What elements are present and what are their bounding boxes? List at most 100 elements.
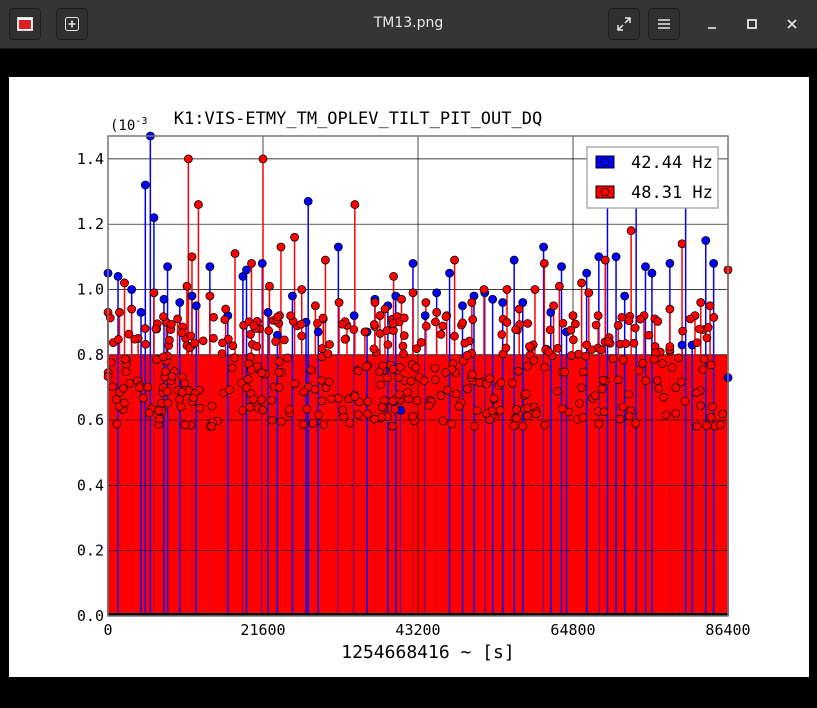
point-red-cloud (298, 419, 308, 429)
point-red-cloud (424, 401, 434, 411)
point-blue (709, 258, 719, 268)
point-red-cloud (671, 383, 681, 393)
minimize-button[interactable] (702, 14, 722, 34)
point-red-cloud (511, 325, 521, 334)
point-red-cloud (299, 387, 309, 397)
point-red (334, 298, 344, 307)
point-red-cloud (590, 391, 600, 400)
point-red-cloud (497, 330, 507, 339)
point-red (408, 288, 418, 298)
point-red (310, 301, 320, 311)
point-red-cloud (406, 376, 416, 386)
point-red-cloud (286, 311, 295, 321)
point-red-cloud (324, 377, 334, 387)
point-red-cloud (566, 325, 576, 335)
point-red-cloud (618, 355, 628, 365)
point-red-cloud (702, 333, 712, 343)
point-blue (149, 213, 159, 223)
point-red-cloud (151, 324, 161, 334)
point-red-cloud (398, 341, 408, 351)
point-red-cloud (557, 404, 567, 414)
point-red-cloud (323, 349, 333, 358)
point-red (258, 154, 268, 164)
point-red-cloud (277, 417, 286, 426)
image-viewport[interactable]: 0 21600 43200 64800 86400 0.0 0.2 0.4 0.6 0.8 1.0 1… (0, 49, 817, 708)
point-blue (432, 288, 442, 298)
point-blue (665, 258, 675, 268)
new-tab-button[interactable] (56, 8, 88, 40)
point-red (221, 304, 231, 314)
point-red-cloud (431, 317, 440, 327)
point-red (187, 252, 197, 262)
point-red-cloud (631, 419, 641, 428)
point-red-cloud (436, 330, 446, 339)
fullscreen-button[interactable] (608, 8, 640, 40)
point-red-cloud (638, 359, 647, 368)
point-red-cloud (597, 384, 607, 394)
y-tick-label: 0.0 (77, 607, 104, 625)
point-red-cloud (163, 386, 172, 396)
point-red-cloud (436, 391, 446, 400)
menu-button[interactable] (648, 8, 680, 40)
point-red (613, 320, 623, 330)
x-tick-label: 86400 (705, 621, 750, 639)
point-red-cloud (175, 395, 184, 404)
point-red-cloud (155, 414, 164, 424)
point-red (149, 288, 159, 298)
legend-marker (600, 157, 610, 167)
point-red-cloud (571, 319, 580, 329)
close-button[interactable] (782, 14, 802, 34)
point-red (115, 307, 124, 317)
point-red-cloud (496, 378, 506, 387)
maximize-button[interactable] (742, 14, 762, 34)
point-red (665, 304, 675, 314)
point-red-cloud (430, 363, 440, 373)
point-red-cloud (518, 421, 528, 431)
x-axis-label: 1254668416 ~ [s] (341, 642, 514, 663)
point-red-cloud (692, 388, 701, 398)
point-red-cloud (421, 321, 431, 331)
point-red-cloud (706, 360, 716, 370)
point-red-cloud (677, 377, 686, 387)
point-red-cloud (718, 409, 727, 419)
legend-label: 42.44 Hz (631, 153, 713, 173)
image-file-icon (17, 17, 33, 31)
point-red-cloud (599, 407, 609, 417)
point-red-cloud (120, 398, 129, 408)
point-red-cloud (143, 382, 153, 392)
point-red-cloud (246, 330, 255, 339)
point-red-cloud (138, 393, 148, 403)
point-red-cloud (140, 324, 150, 333)
point-red-cloud (540, 362, 550, 372)
app-menu-button[interactable] (9, 8, 41, 40)
point-red-cloud (618, 402, 628, 412)
point-red (626, 226, 636, 236)
point-red-cloud (317, 375, 326, 385)
point-red-cloud (225, 385, 234, 395)
point-red-cloud (707, 402, 717, 412)
point-red-cloud (512, 414, 521, 423)
point-red-cloud (161, 367, 170, 377)
point-red-cloud (441, 368, 450, 377)
point-blue (677, 340, 687, 350)
point-blue (408, 258, 418, 268)
point-red-cloud (180, 420, 190, 430)
point-blue (257, 258, 267, 268)
point-red-cloud (353, 410, 363, 419)
point-red-cloud (227, 363, 237, 373)
point-red (375, 311, 385, 320)
point-red (600, 255, 610, 265)
point-red (182, 281, 192, 291)
point-red (173, 314, 183, 324)
point-red-cloud (163, 398, 173, 408)
point-red-cloud (617, 312, 627, 322)
hamburger-menu-icon (658, 19, 670, 29)
point-red-cloud (512, 405, 521, 414)
point-red (577, 278, 587, 288)
point-red-cloud (125, 379, 135, 388)
point-red-cloud (290, 379, 300, 389)
point-red-cloud (525, 342, 534, 351)
close-icon (787, 19, 797, 29)
point-red-cloud (501, 343, 511, 353)
point-red-cloud (186, 331, 196, 341)
